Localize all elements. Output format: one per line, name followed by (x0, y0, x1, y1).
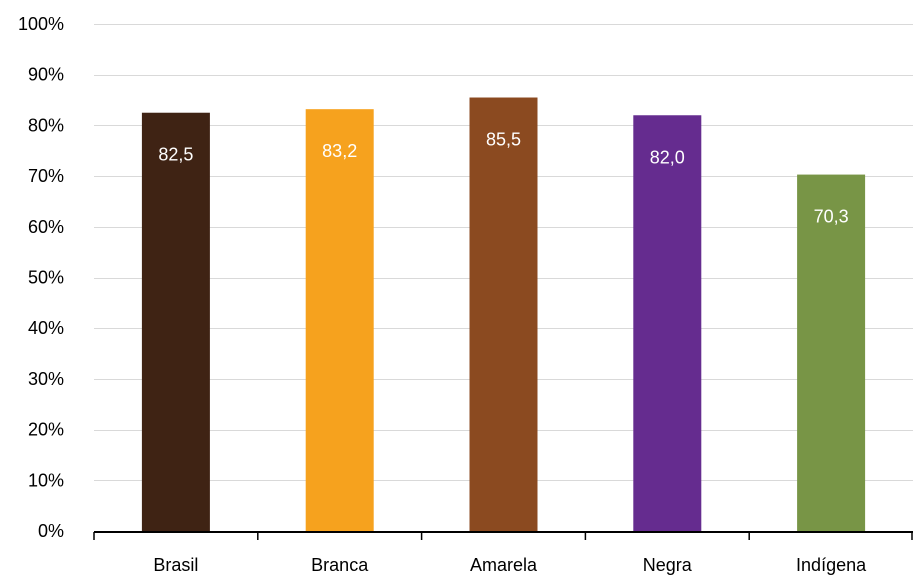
x-tick-label: Negra (643, 555, 693, 575)
x-axis (93, 531, 913, 540)
y-tick-label: 30% (28, 369, 64, 389)
y-tick-label: 70% (28, 166, 64, 186)
x-tick-label: Brasil (153, 555, 198, 575)
y-tick-label: 20% (28, 420, 64, 440)
data-label: 83,2 (322, 141, 357, 161)
bar (141, 112, 210, 531)
y-axis-ticks: 0% 10% 20% 30% 40% 50% 60% 70% 80% 90% 100% (18, 14, 64, 541)
y-tick-label: 10% (28, 470, 64, 490)
data-label: 70,3 (814, 207, 849, 227)
x-axis-ticks: Brasil Branca Amarela Negra Indígena (153, 555, 867, 575)
y-tick-label: 40% (28, 318, 64, 338)
x-tick-label: Indígena (796, 555, 867, 575)
bars (141, 97, 866, 532)
y-tick-label: 100% (18, 14, 64, 34)
data-label: 82,5 (158, 145, 193, 165)
y-tick-label: 80% (28, 115, 64, 135)
data-label: 82,0 (650, 147, 685, 167)
bar (797, 174, 866, 532)
y-tick-label: 90% (28, 65, 64, 85)
x-tick-label: Amarela (470, 555, 538, 575)
data-labels: 82,5 83,2 85,5 82,0 70,3 (158, 130, 848, 227)
data-label: 85,5 (486, 130, 521, 150)
bar (305, 109, 374, 532)
bar (633, 115, 702, 531)
x-tick-label: Branca (311, 555, 369, 575)
y-tick-label: 0% (38, 521, 64, 541)
bar (469, 97, 538, 531)
y-tick-label: 60% (28, 217, 64, 237)
y-tick-label: 50% (28, 268, 64, 288)
